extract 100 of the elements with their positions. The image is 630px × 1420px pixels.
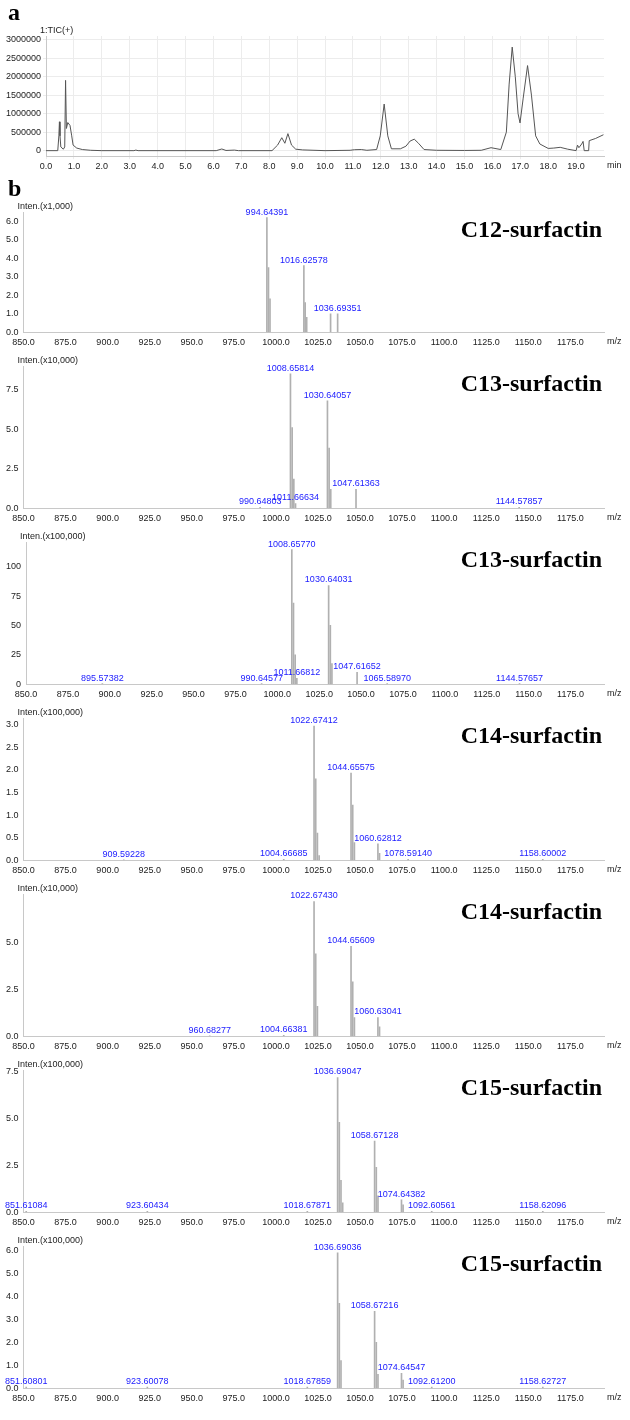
x-tick-label: 1100.0 (430, 1393, 458, 1404)
x-tick-label: 1075.0 (388, 337, 416, 348)
x-axis-title: m/z (607, 864, 622, 875)
x-tick-label: 925.0 (138, 1041, 161, 1052)
y-tick-label: 25 (11, 649, 22, 660)
y-tick-label: 4.0 (6, 1290, 19, 1301)
x-tick-label: 1050.0 (346, 1041, 374, 1052)
x-tick-label: 975.0 (222, 1041, 246, 1052)
annotation: 1004.66381 (259, 1024, 308, 1035)
x-tick-label: 17.0 (511, 161, 530, 172)
y-axis-title: Inten.(x100,000) (17, 707, 84, 717)
annotation: 1158.62096 (519, 1200, 567, 1211)
x-axis-title: min (607, 160, 622, 171)
x-axis-title: m/z (607, 336, 622, 347)
y-tick-label: 5.0 (6, 234, 19, 245)
x-tick-label: 1150.0 (514, 1393, 542, 1404)
x-tick-label: 8.0 (262, 161, 276, 172)
y-axis-title: Inten.(x10,000) (17, 355, 79, 365)
y-tick-label: 1.0 (6, 809, 19, 820)
x-tick-label: 19.0 (567, 161, 585, 172)
x-axis-title: m/z (607, 688, 622, 699)
y-tick-label: 3.0 (6, 271, 19, 282)
x-tick-label: 1175.0 (556, 865, 584, 876)
x-tick-label: 850.0 (14, 689, 38, 700)
chart-title: C14-surfactin (460, 722, 602, 748)
x-tick-label: 925.0 (138, 337, 161, 348)
x-tick-label: 5.0 (179, 161, 192, 172)
x-axis-title: m/z (607, 1216, 622, 1227)
x-tick-label: 850.0 (12, 1217, 35, 1228)
text: b (8, 175, 22, 201)
x-tick-label: 1000.0 (262, 865, 290, 876)
y-tick-label: 3000000 (5, 34, 42, 45)
y-tick-label: 75 (11, 590, 22, 601)
x-tick-label: 875.0 (56, 689, 80, 700)
x-tick-label: 875.0 (54, 1041, 77, 1052)
annotation: 1158.62727 (519, 1376, 567, 1387)
x-tick-label: 1125.0 (472, 337, 500, 348)
x-tick-label: 1125.0 (472, 513, 500, 524)
x-tick-label: 1150.0 (515, 689, 543, 700)
x-tick-label: 1175.0 (556, 1393, 584, 1404)
y-tick-label: 6.0 (6, 215, 19, 226)
chart-title: C14-surfactin (460, 898, 602, 924)
annotation: 1144.57857 (495, 496, 543, 507)
annotation: 1030.64057 (303, 389, 352, 400)
y-tick-label: 3.0 (6, 719, 19, 730)
y-tick-label: 0.0 (6, 502, 19, 513)
x-tick-label: 975.0 (222, 865, 246, 876)
x-tick-label: 925.0 (140, 689, 163, 700)
annotation: 1036.69036 (313, 1241, 362, 1252)
x-tick-label: 1150.0 (514, 865, 542, 876)
annotation: 1060.62812 (354, 832, 402, 843)
x-tick-label: 875.0 (54, 1217, 77, 1228)
x-tick-label: 12.0 (372, 161, 390, 172)
y-axis-title: Inten.(x100,000) (17, 1059, 84, 1069)
x-tick-label: 16.0 (483, 161, 502, 172)
x-tick-label: 1050.0 (346, 865, 374, 876)
x-tick-label: 10.0 (316, 161, 334, 172)
annotation: 1022.67412 (290, 715, 338, 726)
annotation: 1022.67430 (290, 890, 338, 901)
x-tick-label: 950.0 (180, 337, 204, 348)
x-tick-label: 1075.0 (388, 865, 416, 876)
y-tick-label: 5.0 (6, 1113, 19, 1124)
x-tick-label: 1100.0 (430, 1041, 458, 1052)
annotation: 1047.61652 (333, 661, 381, 672)
x-tick-label: 1100.0 (430, 513, 458, 524)
x-tick-label: 900.0 (96, 1217, 119, 1228)
y-tick-label: 7.5 (6, 1066, 19, 1077)
x-tick-label: 1175.0 (556, 1217, 584, 1228)
x-tick-label: 1100.0 (430, 865, 458, 876)
x-tick-label: 900.0 (96, 513, 119, 524)
x-tick-label: 950.0 (180, 513, 204, 524)
x-tick-label: 1025.0 (305, 689, 333, 700)
x-tick-label: 950.0 (180, 1217, 204, 1228)
annotation: 1065.58970 (363, 672, 411, 683)
y-tick-label: 2.0 (6, 764, 19, 775)
y-tick-label: 5.0 (6, 423, 19, 434)
x-tick-label: 1100.0 (430, 1217, 458, 1228)
x-tick-label: 1025.0 (304, 1041, 332, 1052)
x-tick-label: 900.0 (96, 337, 119, 348)
x-tick-label: 850.0 (12, 1393, 35, 1404)
x-tick-label: 2.0 (95, 161, 109, 172)
annotation: 1044.65609 (327, 935, 375, 946)
x-tick-label: 1150.0 (514, 1041, 542, 1052)
y-tick-label: 1500000 (5, 89, 42, 100)
x-axis-title: m/z (607, 1392, 622, 1403)
x-tick-label: 975.0 (222, 1393, 246, 1404)
y-axis-title: Inten.(x100,000) (17, 1235, 84, 1245)
x-tick-label: 1125.0 (472, 1041, 500, 1052)
text: a (8, 0, 20, 25)
y-tick-label: 2500000 (5, 52, 42, 63)
y-axis-title: Inten.(x100,000) (20, 531, 86, 541)
annotation: 1092.61200 (407, 1376, 456, 1387)
annotation: 1004.66685 (259, 848, 308, 859)
annotation: 1060.63041 (354, 1006, 402, 1017)
x-tick-label: 13.0 (399, 161, 418, 172)
annotation: 1016.62578 (280, 254, 328, 265)
y-tick-label: 2.5 (6, 463, 19, 474)
annotation: 1030.64031 (304, 574, 353, 585)
x-tick-label: 975.0 (222, 337, 246, 348)
x-tick-label: 11.0 (344, 161, 362, 172)
